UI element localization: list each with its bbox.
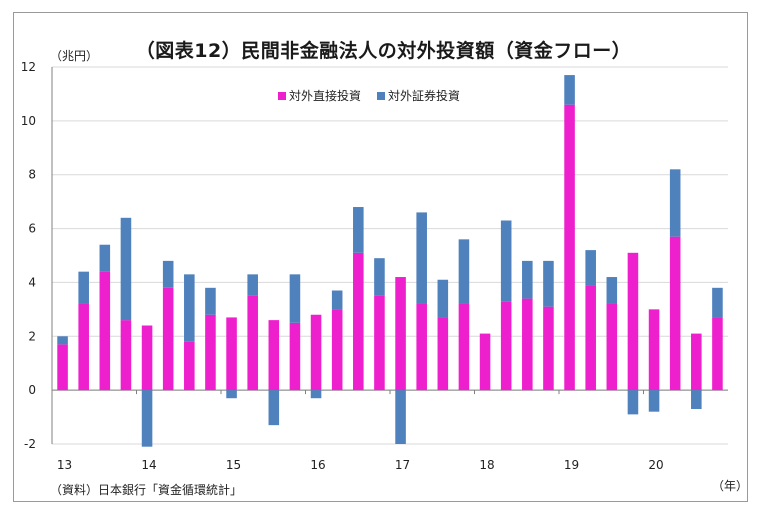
bar-portfolio — [585, 250, 596, 286]
bar-direct — [184, 341, 195, 391]
bar-direct — [226, 317, 237, 391]
y-tick-label: 0 — [28, 383, 36, 397]
x-tick-label: 14 — [141, 458, 156, 472]
bar-portfolio — [458, 239, 470, 304]
y-tick-label: 6 — [28, 222, 36, 236]
bar-portfolio — [395, 390, 406, 444]
bar-portfolio — [184, 274, 195, 342]
y-tick-label: 10 — [21, 114, 36, 128]
bar-portfolio — [268, 390, 280, 426]
bar-direct — [120, 320, 132, 391]
bar-portfolio — [141, 390, 153, 447]
bar-direct — [627, 252, 639, 391]
legend-swatch-portfolio — [377, 91, 386, 100]
y-axis-unit-label: （兆円） — [50, 49, 99, 63]
bar-direct — [458, 303, 470, 391]
y-tick-label: 2 — [28, 329, 36, 343]
bar-direct — [416, 303, 427, 391]
bar-direct — [648, 309, 660, 391]
bar-direct — [78, 303, 89, 391]
bar-portfolio — [289, 274, 301, 323]
bar-portfolio — [543, 260, 554, 307]
bar-portfolio — [374, 258, 385, 296]
bar-direct — [522, 298, 533, 391]
bar-portfolio — [500, 220, 512, 302]
bar-portfolio — [120, 217, 132, 321]
bar-direct — [162, 287, 174, 391]
legend-label-portfolio: 対外証券投資 — [388, 89, 461, 103]
x-axis-unit-label: （年） — [712, 479, 749, 493]
bar-direct — [543, 306, 554, 391]
bar-portfolio — [416, 212, 427, 304]
bar-direct — [268, 320, 280, 391]
bar-direct — [395, 277, 406, 391]
bar-portfolio — [691, 390, 702, 409]
source-note: （資料）日本銀行「資金循環統計」 — [50, 483, 243, 497]
bar-direct — [310, 314, 322, 391]
bar-portfolio — [522, 260, 533, 299]
bar-direct — [141, 325, 153, 391]
x-tick-label: 15 — [226, 458, 241, 472]
bar-direct — [479, 333, 491, 391]
y-tick-label: 4 — [28, 275, 36, 289]
bar-direct — [247, 295, 258, 391]
y-tick-label: 12 — [21, 60, 36, 74]
bar-direct — [500, 301, 512, 391]
bar-direct — [289, 322, 301, 391]
bar-direct — [437, 317, 449, 391]
bar-direct — [691, 333, 702, 391]
bar-direct — [205, 314, 216, 391]
bar-portfolio — [78, 271, 89, 304]
x-tick-label: 19 — [564, 458, 579, 472]
bar-portfolio — [648, 390, 660, 412]
bar-portfolio — [162, 260, 174, 288]
x-tick-label: 20 — [648, 458, 663, 472]
legend-label-direct: 対外直接投資 — [289, 89, 362, 103]
bar-portfolio — [353, 207, 364, 253]
bar-portfolio — [310, 390, 322, 399]
x-tick-label: 17 — [395, 458, 410, 472]
bar-portfolio — [99, 244, 111, 272]
legend-item-direct: 対外直接投資 — [278, 87, 361, 104]
legend-item-portfolio: 対外証券投資 — [377, 87, 460, 104]
bar-portfolio — [331, 290, 343, 310]
y-tick-label: 8 — [28, 168, 36, 182]
chart-title: （図表12）民間非金融法人の対外投資額（資金フロー） — [135, 40, 632, 62]
bar-portfolio — [606, 277, 618, 304]
bar-portfolio — [564, 75, 575, 105]
bar-direct — [585, 285, 596, 391]
bar-portfolio — [669, 169, 681, 237]
bar-direct — [331, 309, 343, 391]
legend-swatch-direct — [278, 91, 286, 100]
bar-direct — [57, 344, 68, 391]
bar-portfolio — [205, 287, 216, 315]
legend: 対外直接投資 対外証券投資 — [278, 87, 470, 104]
y-tick-label: -2 — [24, 437, 36, 451]
x-tick-label: 18 — [479, 458, 494, 472]
bar-portfolio — [57, 336, 68, 345]
bar-direct — [606, 303, 618, 391]
bar-direct — [374, 295, 385, 391]
x-tick-label: 13 — [57, 458, 72, 472]
bar-portfolio — [627, 390, 639, 415]
x-tick-label: 16 — [310, 458, 325, 472]
bar-direct — [669, 236, 681, 391]
bar-direct — [353, 252, 364, 391]
bar-portfolio — [226, 390, 237, 399]
bar-direct — [564, 104, 575, 391]
bar-direct — [712, 317, 723, 391]
bar-portfolio — [247, 274, 258, 296]
bar-direct — [99, 271, 111, 391]
bar-portfolio — [712, 287, 723, 318]
bar-portfolio — [437, 279, 449, 318]
